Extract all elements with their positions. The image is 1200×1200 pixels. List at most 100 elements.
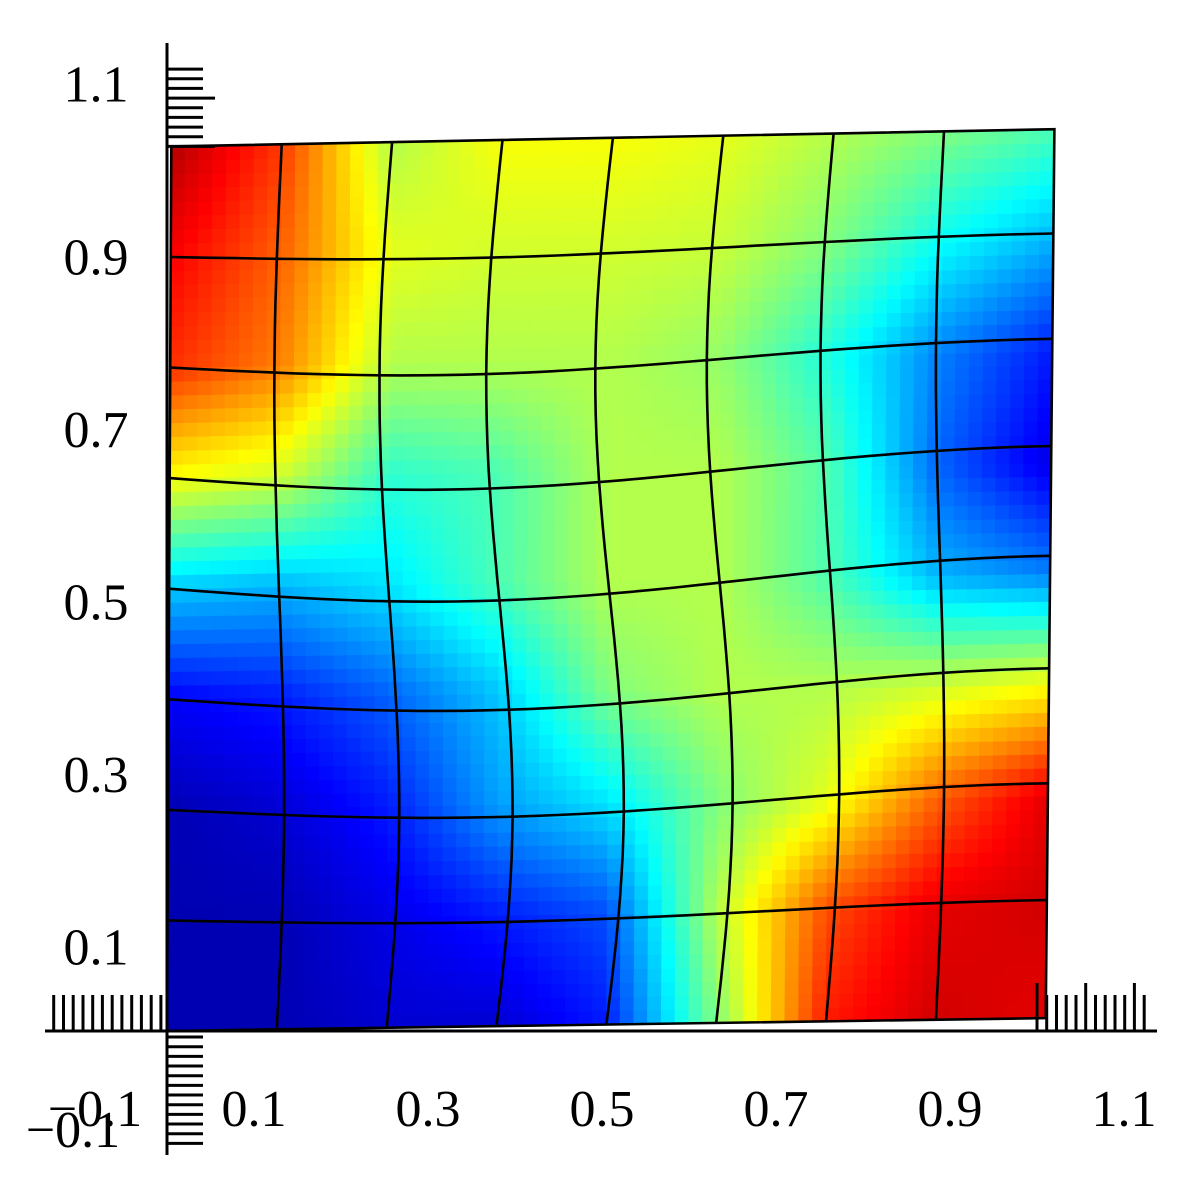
heatmap-cell [899, 422, 915, 438]
heatmap-cell [251, 517, 267, 533]
heatmap-cell [594, 636, 610, 652]
heatmap-cell [650, 621, 665, 637]
heatmap-cell [455, 970, 470, 986]
heatmap-cell [607, 816, 623, 832]
heatmap-cell [980, 629, 995, 645]
heatmap-cell [570, 248, 585, 264]
heatmap-cell [688, 953, 704, 969]
heatmap-cell [565, 844, 581, 860]
heatmap-cell [758, 855, 773, 871]
heatmap-cell [734, 328, 750, 344]
heatmap-cell [251, 462, 267, 478]
heatmap-cell [196, 449, 212, 465]
heatmap-cell [307, 309, 323, 324]
heatmap-cell [497, 762, 513, 778]
heatmap-cell [542, 207, 558, 223]
heatmap-cell [719, 550, 735, 566]
heatmap-cell [386, 971, 402, 987]
heatmap-cell [624, 400, 639, 416]
heatmap-cell [372, 999, 388, 1015]
heatmap-cell [359, 819, 375, 835]
heatmap-cell [620, 871, 636, 887]
heatmap-cell [612, 150, 628, 166]
heatmap-cell [596, 442, 612, 458]
heatmap-cell [1039, 212, 1055, 228]
heatmap-cell [263, 821, 279, 837]
heatmap-cell [458, 458, 474, 474]
heatmap-cell [238, 365, 254, 381]
heatmap-cell [555, 429, 570, 445]
heatmap-cell [721, 329, 736, 345]
heatmap-cell [293, 406, 309, 422]
heatmap-cell [887, 256, 902, 272]
heatmap-cell [678, 509, 694, 525]
heatmap-cell [294, 170, 310, 186]
heatmap-cell [818, 188, 834, 204]
heatmap-cell [872, 353, 888, 369]
heatmap-cell [349, 294, 365, 310]
heatmap-cell [676, 787, 692, 803]
heatmap-cell [501, 236, 517, 252]
heatmap-cell [347, 612, 363, 628]
heatmap-cell [897, 603, 913, 619]
heatmap-cell [389, 501, 405, 517]
heatmap-cell [278, 599, 294, 615]
heatmap-cell [912, 519, 928, 535]
heatmap-cell [969, 324, 985, 340]
heatmap-cell [1008, 559, 1024, 575]
heatmap-cell [252, 282, 268, 298]
heatmap-cell [250, 724, 266, 740]
heatmap-cell [538, 872, 553, 888]
heatmap-cell [635, 787, 650, 803]
heatmap-cell [857, 479, 873, 495]
heatmap-cell [581, 594, 597, 610]
heatmap-cell [664, 496, 680, 512]
heatmap-cell [249, 987, 264, 1003]
heatmap-cell [512, 554, 528, 570]
heatmap-cell [554, 484, 570, 500]
heatmap-cell [970, 199, 986, 215]
heatmap-cell [197, 269, 213, 285]
heatmap-cell [280, 198, 296, 214]
heatmap-cell [167, 919, 182, 935]
heatmap-cell [262, 1015, 278, 1031]
heatmap-cell [223, 614, 239, 630]
heatmap-cell [251, 489, 267, 505]
heatmap-cell [843, 493, 859, 509]
heatmap-cell [361, 557, 377, 573]
heatmap-cell [580, 761, 595, 777]
heatmap-cell [194, 933, 210, 949]
heatmap-cell [804, 272, 820, 288]
heatmap-cell [443, 610, 459, 626]
heatmap-cell [609, 525, 625, 541]
heatmap-cell [843, 520, 859, 536]
heatmap-cell [280, 212, 296, 228]
heatmap-cell [363, 155, 379, 171]
heatmap-cell [457, 596, 473, 612]
heatmap-cell [581, 580, 597, 596]
heatmap-cell [527, 415, 543, 431]
heatmap-cell [442, 777, 458, 793]
heatmap-cell [607, 788, 623, 804]
heatmap-cell [635, 690, 651, 706]
heatmap-cell [914, 269, 930, 285]
heatmap-cell [499, 499, 515, 515]
heatmap-cell [567, 636, 583, 652]
heatmap-cell [677, 676, 692, 692]
heatmap-cell [446, 167, 462, 184]
heatmap-cell [721, 231, 737, 247]
heatmap-cell [528, 346, 543, 362]
heatmap-cell [253, 185, 269, 201]
heatmap-cell [830, 437, 846, 453]
heatmap-cell [734, 411, 750, 427]
heatmap-cell [675, 898, 691, 914]
heatmap-cell [251, 448, 267, 464]
heatmap-cell [541, 373, 557, 389]
heatmap-cell [679, 426, 694, 442]
heatmap-cell [1022, 503, 1038, 519]
heatmap-cell [665, 399, 681, 415]
heatmap-cell [894, 950, 910, 966]
heatmap-cell [307, 350, 323, 366]
heatmap-cell [292, 530, 308, 546]
heatmap-cell [400, 957, 416, 973]
